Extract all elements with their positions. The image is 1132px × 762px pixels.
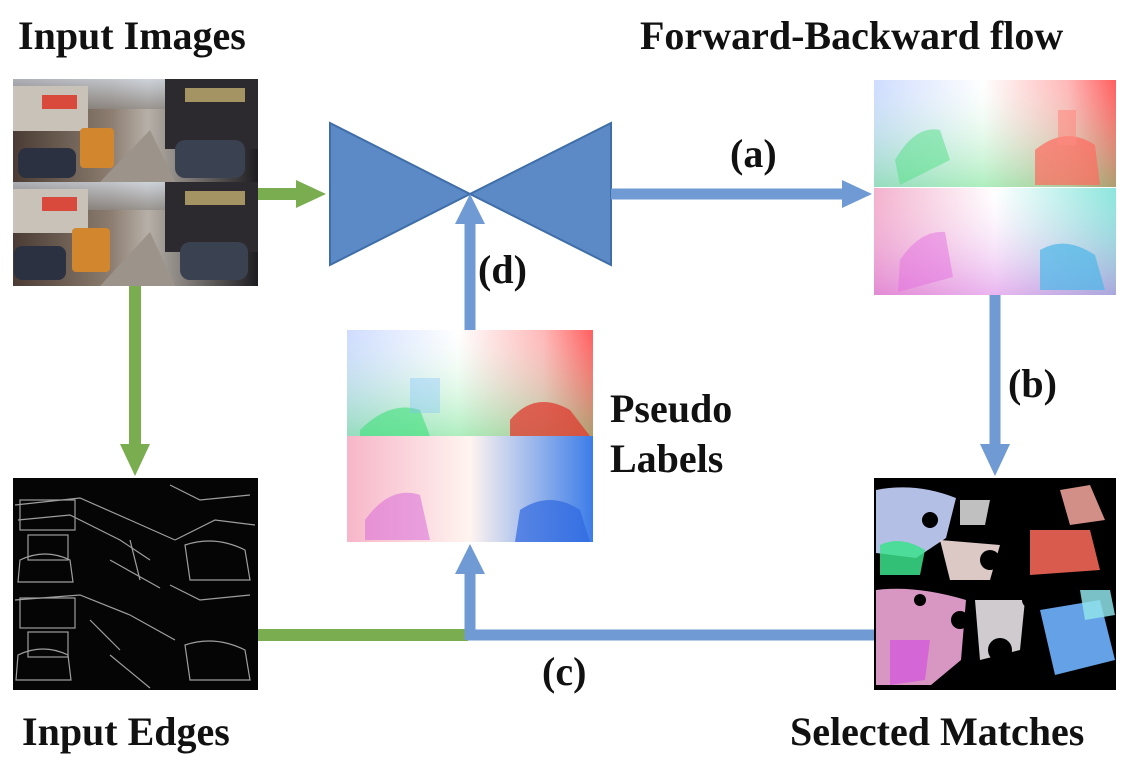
forward-backward-flow-title: Forward-Backward flow bbox=[640, 13, 1064, 58]
input-images-title: Input Images bbox=[18, 13, 246, 58]
step-a-label: (a) bbox=[730, 131, 777, 176]
pseudo-labels-title: Pseudo Labels bbox=[610, 384, 732, 484]
input-edges-thumbnail bbox=[13, 478, 258, 690]
selected-matches-thumbnail bbox=[874, 478, 1116, 690]
step-b-label: (b) bbox=[1008, 361, 1057, 406]
step-c-label: (c) bbox=[542, 649, 587, 694]
selected-matches-title: Selected Matches bbox=[790, 709, 1085, 754]
forward-backward-flow-thumbnail bbox=[874, 80, 1116, 295]
arrow-images-to-network bbox=[258, 180, 326, 208]
arrow-d bbox=[455, 194, 485, 330]
step-d-label: (d) bbox=[478, 247, 527, 292]
arrow-images-to-edges bbox=[120, 286, 150, 476]
arrow-a bbox=[611, 180, 872, 208]
input-images-thumbnail bbox=[13, 79, 258, 286]
arrow-b bbox=[980, 295, 1010, 476]
arrow-c bbox=[455, 544, 874, 641]
pseudo-labels-line1: Pseudo bbox=[610, 386, 733, 431]
input-edges-title: Input Edges bbox=[22, 709, 230, 754]
pseudo-labels-line2: Labels bbox=[610, 436, 724, 481]
pseudo-labels-thumbnail bbox=[347, 330, 593, 542]
